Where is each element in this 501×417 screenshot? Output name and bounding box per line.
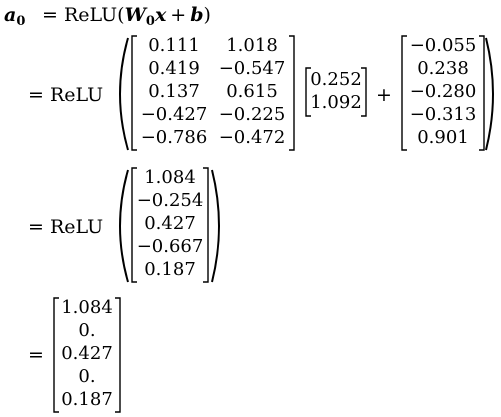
lhs-symbol: a	[4, 4, 17, 26]
b-cell-2: −0.280	[409, 81, 477, 102]
w-cell-4-1: −0.472	[218, 127, 286, 148]
big-left-paren-3	[110, 168, 130, 284]
input-vector: 0.252 1.092	[304, 66, 368, 118]
equals-sign-4: =	[28, 344, 44, 366]
b-cell-1: 0.238	[417, 58, 469, 79]
z-cell-2: 0.427	[144, 213, 196, 234]
big-right-paren-3	[210, 168, 228, 284]
big-right-paren-2	[484, 36, 500, 152]
w-cell-1-0: 0.419	[148, 58, 200, 79]
z-cell-4: 0.187	[144, 259, 196, 280]
equals-sign-2: =	[28, 84, 44, 106]
w-cell-3-1: −0.225	[218, 104, 286, 125]
equals-sign-1: =	[42, 4, 58, 26]
z-cell-1: −0.254	[136, 190, 204, 211]
bias-vector: −0.055 0.238 −0.280 −0.313 0.901	[400, 34, 486, 152]
b-cell-4: 0.901	[417, 127, 469, 148]
weight-matrix: 0.111 1.018 0.419 −0.547 0.137 0.615 −0.…	[130, 34, 296, 152]
b-cell-3: −0.313	[409, 104, 477, 125]
bias-symbol: b	[190, 4, 204, 26]
w-cell-0-1: 1.018	[226, 35, 278, 56]
w-cell-0-0: 0.111	[148, 35, 200, 56]
a-cell-1: 0.	[78, 320, 96, 341]
z-cell-3: −0.667	[136, 236, 204, 257]
weight-symbol: W	[124, 4, 146, 26]
big-left-paren-2	[110, 36, 130, 152]
w-cell-4-0: −0.786	[140, 127, 208, 148]
input-symbol: x	[154, 4, 167, 26]
equals-sign-3: =	[28, 216, 44, 238]
x-cell-0: 0.252	[310, 69, 362, 90]
w-cell-2-0: 0.137	[148, 81, 200, 102]
z-cell-0: 1.084	[144, 167, 196, 188]
lhs-subscript: 0	[16, 14, 26, 29]
close-paren: )	[203, 4, 211, 26]
lhs-a0: a0	[4, 4, 25, 29]
a-cell-3: 0.	[78, 366, 96, 387]
pre-activation-vector: 1.084 −0.254 0.427 −0.667 0.187	[130, 166, 210, 284]
relu-label-3: ReLU	[50, 216, 104, 238]
w-cell-2-1: 0.615	[226, 81, 278, 102]
w-cell-1-1: −0.547	[218, 58, 286, 79]
relu-func: ReLU	[64, 4, 118, 26]
x-cell-1: 1.092	[310, 92, 362, 113]
a-cell-0: 1.084	[61, 297, 113, 318]
plus-sign-def: +	[170, 4, 187, 26]
a-cell-4: 0.187	[61, 389, 113, 410]
relu-label-2: ReLU	[50, 84, 104, 106]
weight-subscript: 0	[145, 14, 155, 29]
activation-vector: 1.084 0. 0.427 0. 0.187	[52, 296, 122, 414]
plus-sign-2: +	[376, 84, 392, 106]
w-cell-3-0: −0.427	[140, 104, 208, 125]
b-cell-0: −0.055	[409, 35, 477, 56]
open-paren: (	[117, 4, 125, 26]
a-cell-2: 0.427	[61, 343, 113, 364]
relu-definition: ReLU(W0x + b)	[64, 4, 211, 29]
